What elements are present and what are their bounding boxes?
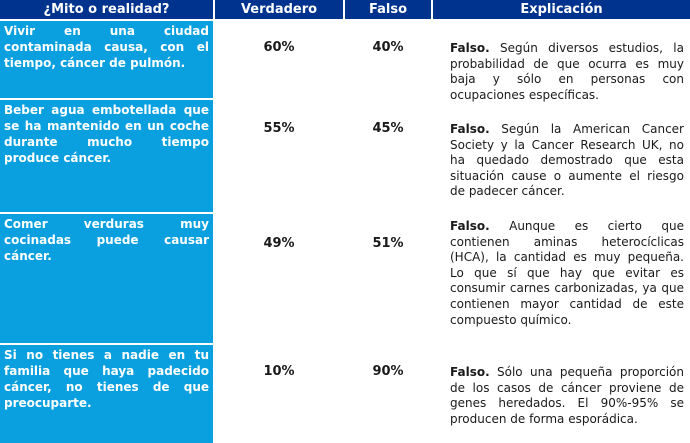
explanation-text: Según diversos estudios, la probabilidad… (450, 41, 684, 102)
explanation-cell: Falso. Según diversos estudios, la proba… (450, 41, 684, 103)
header-myth: ¿Mito o realidad? (0, 0, 213, 19)
verdict: Falso. (450, 41, 490, 55)
false-percent: 90% (372, 364, 404, 379)
header-false: Falso (345, 0, 431, 19)
explanation-text: Aunque es cierto que contienen aminas he… (450, 219, 684, 327)
verdict: Falso. (450, 219, 490, 233)
myth-cell: Beber agua embotellada que se ha manteni… (0, 100, 213, 212)
true-percent: 55% (263, 121, 295, 136)
false-percent: 40% (372, 40, 404, 55)
verdict: Falso. (450, 122, 490, 136)
verdict: Falso. (450, 365, 490, 379)
myth-cell: Vivir en una ciudad contaminada causa, c… (0, 21, 213, 98)
explanation-text: Sólo una pequeña proporción de los casos… (450, 365, 684, 426)
true-percent: 49% (263, 236, 295, 251)
explanation-cell: Falso. Aunque es cierto que contienen am… (450, 219, 684, 328)
true-percent: 60% (263, 40, 295, 55)
true-percent: 10% (263, 364, 295, 379)
false-percent: 45% (372, 121, 404, 136)
myth-cell: Si no tienes a nadie en tu familia que h… (0, 345, 213, 443)
false-percent: 51% (372, 236, 404, 251)
explanation-text: Según la American Cancer Society y la Ca… (450, 122, 684, 199)
explanation-cell: Falso. Sólo una pequeña proporción de lo… (450, 365, 684, 427)
myth-cell: Comer verduras muy cocinadas puede causa… (0, 214, 213, 343)
header-explanation: Explicación (433, 0, 690, 19)
header-true: Verdadero (215, 0, 343, 19)
explanation-cell: Falso. Según la American Cancer Society … (450, 122, 684, 200)
